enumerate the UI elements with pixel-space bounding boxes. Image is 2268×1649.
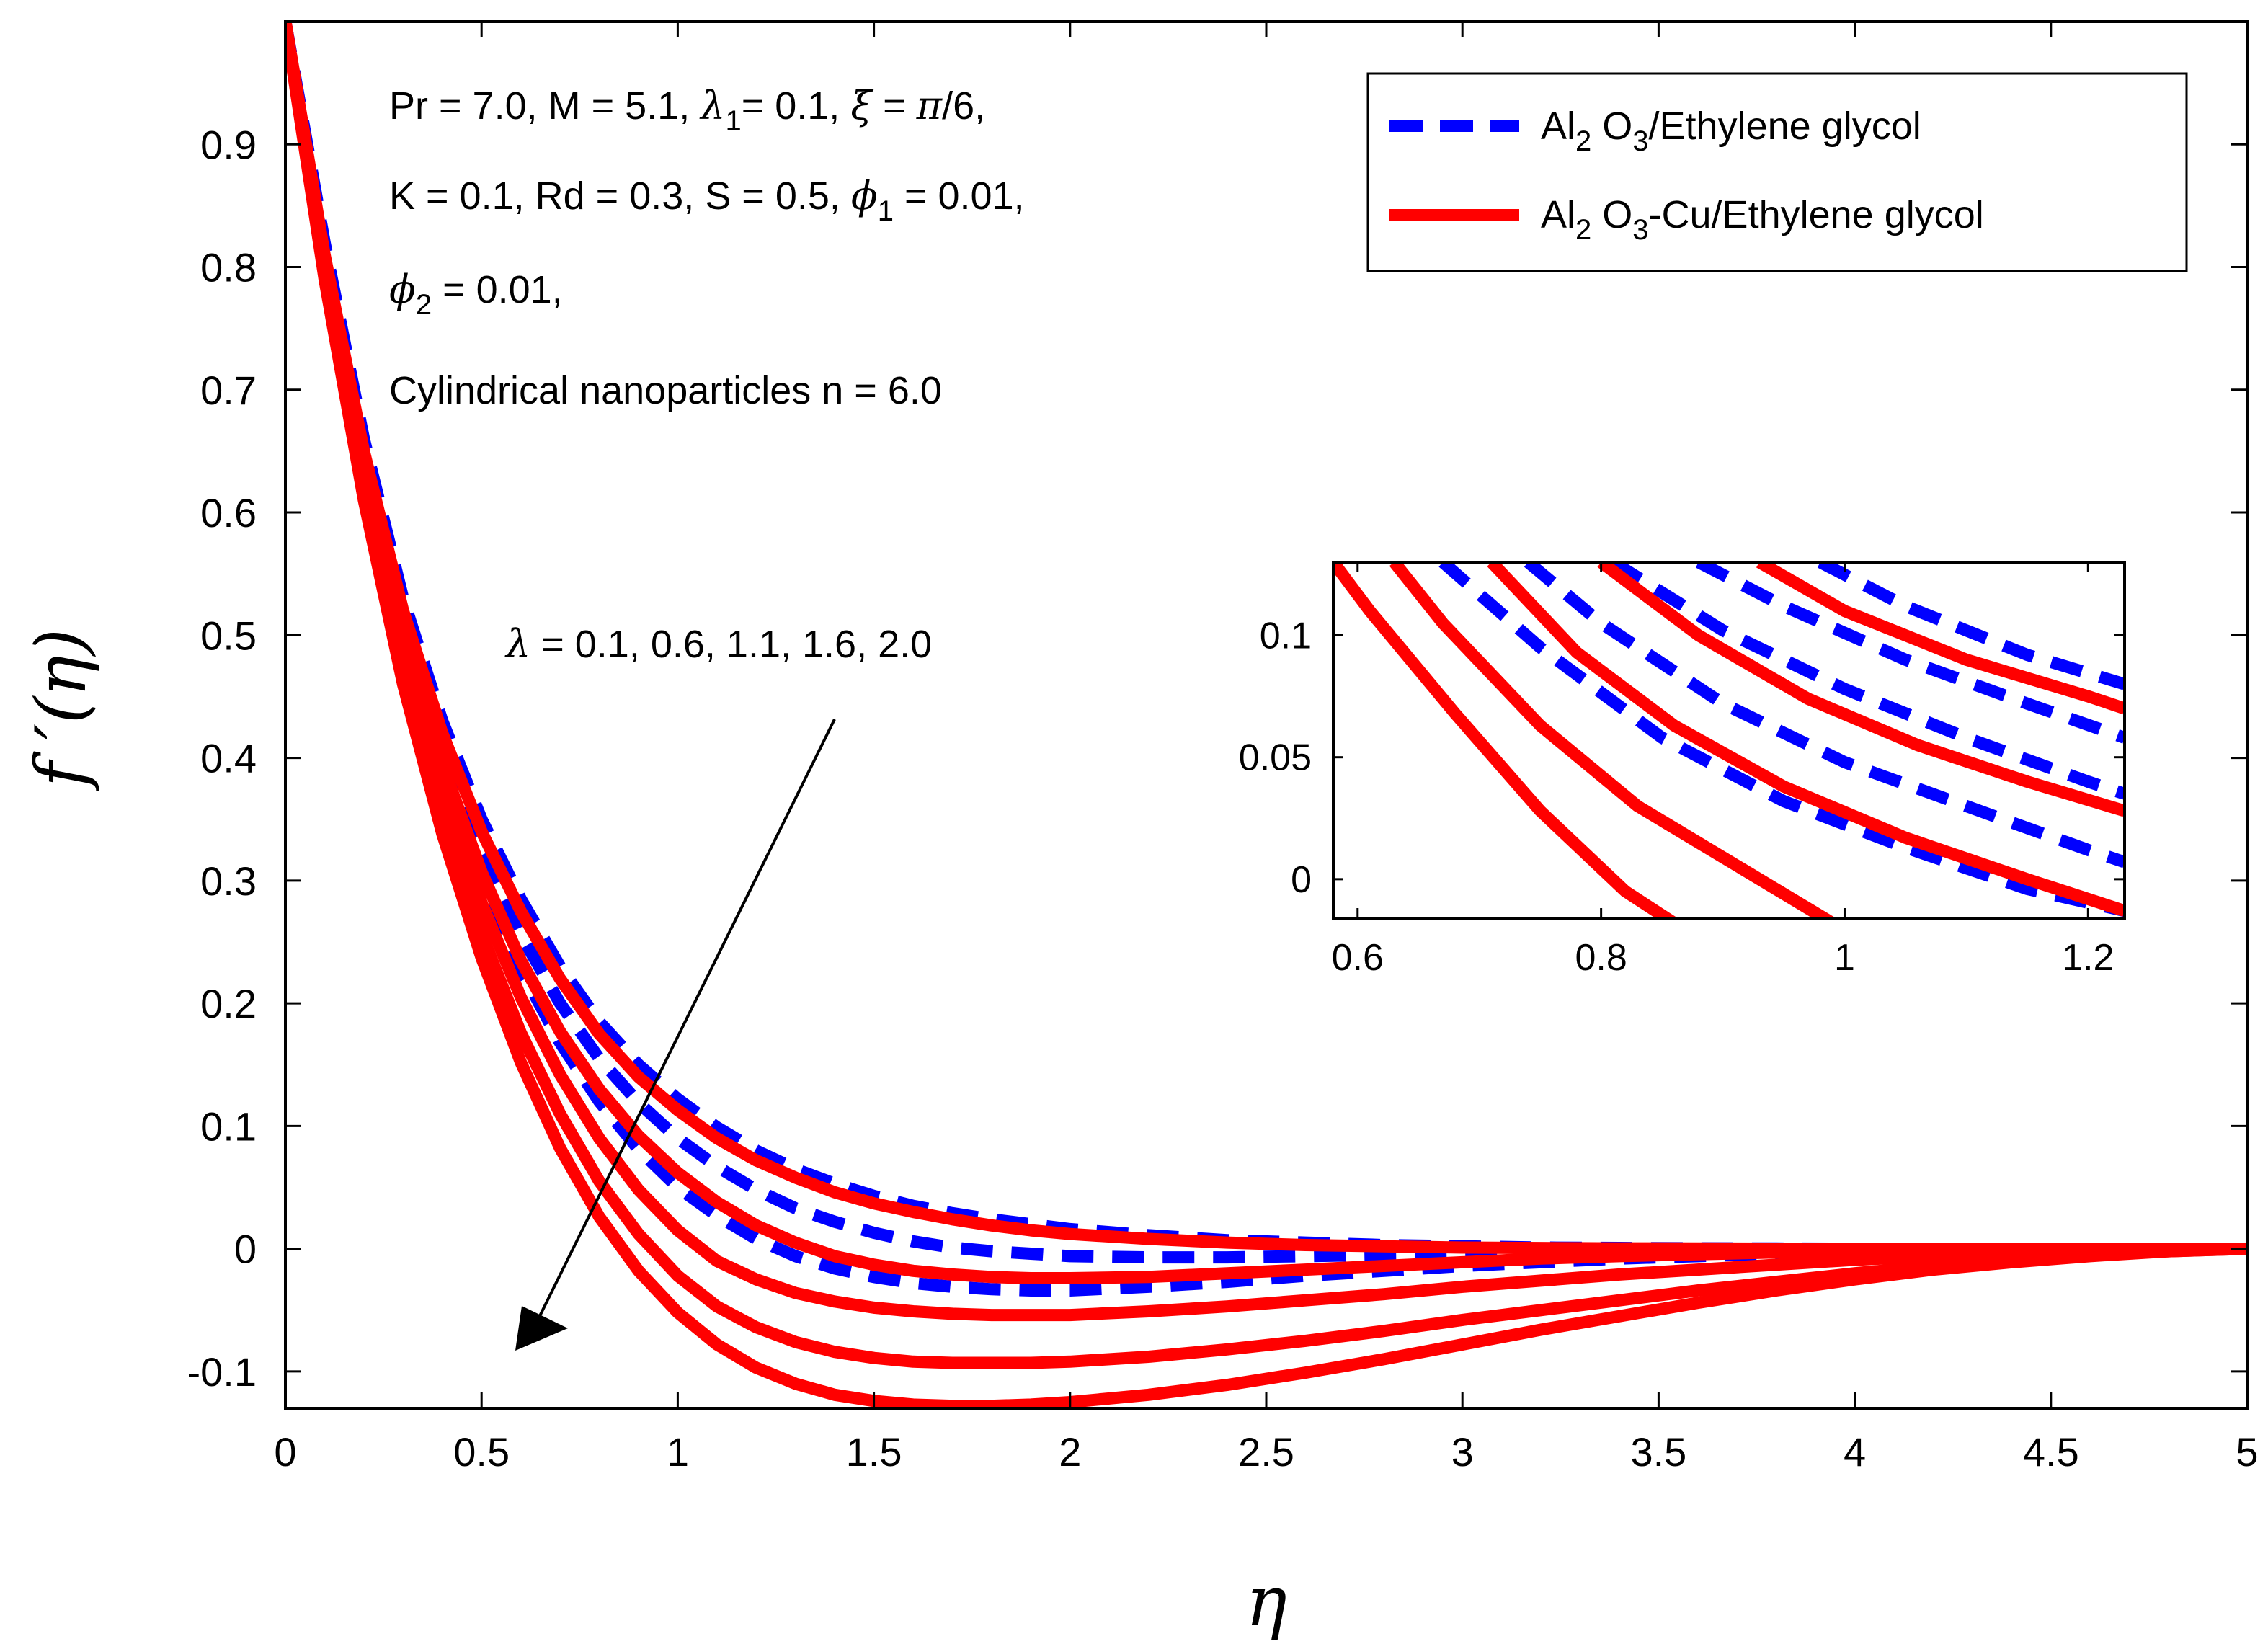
inset-series-7	[1487, 562, 2125, 917]
params-line-2b: = 0.01,	[894, 174, 1025, 218]
legend-2-rest: -Cu/Ethylene glycol	[1649, 193, 1984, 236]
legend-2-sub-2: 2	[1575, 214, 1591, 246]
main-y-tick-label-10: 0.9	[200, 122, 257, 167]
main-y-tick-label-3: 0.2	[200, 981, 257, 1026]
main-x-tick-label-0: 0	[274, 1429, 296, 1475]
main-series-4	[285, 22, 2247, 1284]
legend-box	[1366, 72, 2188, 272]
inset-series-5	[1333, 562, 1678, 918]
inset-series-group	[1333, 562, 2125, 918]
lambda-annotation-symbol: λ	[504, 621, 530, 667]
inset-x-ticks: 0.6 0.8 1 1.2	[1332, 562, 2114, 979]
legend-entry-al2o3-cu: Al2 O3-Cu/Ethylene glycol	[1541, 193, 1984, 246]
inset-series-1	[1524, 562, 2125, 868]
y-axis-label: f ′(η)	[21, 628, 102, 791]
params-line-2a: K = 0.1, Rd = 0.3, S = 0.5,	[389, 174, 851, 218]
main-x-tick-label-3: 1.5	[846, 1429, 902, 1475]
x-axis-label: η	[1245, 1561, 1287, 1642]
inset-y-tick-label-2: 0.1	[1260, 615, 1312, 657]
main-y-tick-label-5: 0.4	[200, 736, 257, 781]
legend-2-sub-3: 3	[1632, 214, 1648, 246]
inset-series-3	[1695, 562, 2125, 744]
legend-entry-al2o3: Al2 O3/Ethylene glycol	[1541, 105, 1921, 157]
main-x-tick-label-4: 2	[1059, 1429, 1081, 1475]
legend-1-al: Al	[1541, 105, 1575, 148]
main-x-tick-label-2: 1	[667, 1429, 689, 1475]
inset-series-4	[1817, 562, 2125, 690]
main-y-tick-label-9: 0.8	[200, 245, 257, 290]
main-x-tick-label-10: 5	[2236, 1429, 2258, 1475]
inset-series-9	[1756, 562, 2125, 715]
main-series-5	[285, 22, 2247, 1322]
phi1-subscript: 1	[878, 195, 894, 227]
legend-2-al: Al	[1541, 193, 1575, 236]
inset-y-tick-label-0: 0	[1291, 859, 1312, 901]
main-y-tick-label-0: -0.1	[187, 1349, 257, 1395]
phi2-symbol: ϕ	[389, 267, 416, 312]
main-y-ticks: -0.1 0 0.1 0.2 0.3 0.4 0.5 0.6 0.7 0.8 0.9	[187, 122, 2247, 1395]
legend-1-sub-3: 3	[1632, 125, 1648, 157]
lambda-annotation: λ = 0.1, 0.6, 1.1, 1.6, 2.0	[504, 621, 932, 667]
main-x-tick-label-6: 3	[1451, 1429, 1474, 1475]
inset-series-8	[1597, 562, 2125, 817]
params-line-1a: Pr = 7.0, M = 5.1,	[389, 84, 701, 128]
main-y-tick-label-1: 0	[234, 1227, 257, 1272]
main-y-tick-label-8: 0.7	[200, 368, 257, 413]
xi-symbol: ξ	[850, 83, 873, 128]
params-line-4: Cylindrical nanoparticles n = 6.0	[389, 369, 942, 412]
inset-x-tick-label-1: 0.8	[1575, 937, 1627, 979]
legend-2-o: O	[1591, 193, 1632, 236]
params-line-1c: =	[872, 84, 917, 128]
phi1-symbol: ϕ	[851, 173, 878, 218]
params-line-1: Pr = 7.0, M = 5.1, λ1= 0.1, ξ = π/6,	[389, 83, 985, 137]
params-line-3: ϕ2 = 0.01,	[389, 267, 563, 321]
inset-x-tick-label-0: 0.6	[1332, 937, 1384, 979]
lambda-annotation-values: = 0.1, 0.6, 1.1, 1.6, 2.0	[530, 623, 932, 666]
main-x-tick-label-5: 2.5	[1238, 1429, 1294, 1475]
inset-y-tick-label-1: 0.05	[1239, 737, 1312, 779]
inset-series-6	[1389, 562, 1836, 918]
inset-x-tick-label-2: 1	[1834, 937, 1855, 979]
legend-1-rest: /Ethylene glycol	[1649, 105, 1921, 148]
main-y-tick-label-6: 0.5	[200, 613, 257, 658]
params-line-2: K = 0.1, Rd = 0.3, S = 0.5, ϕ1 = 0.01,	[389, 173, 1025, 227]
pi-symbol: π	[916, 83, 943, 128]
main-series-7	[285, 22, 2247, 1408]
params-line-1d: /6,	[942, 84, 985, 128]
params-line-1b: = 0.1,	[742, 84, 851, 128]
phi2-subscript: 2	[416, 289, 432, 321]
main-x-tick-label-8: 4	[1844, 1429, 1866, 1475]
lambda-subscript: 1	[725, 105, 741, 137]
inset-axes-box	[1332, 561, 2126, 920]
main-x-tick-label-7: 3.5	[1630, 1429, 1686, 1475]
main-x-tick-label-9: 4.5	[2023, 1429, 2079, 1475]
main-y-tick-label-7: 0.6	[200, 490, 257, 535]
main-x-ticks: 0 0.5 1 1.5 2 2.5 3 3.5 4 4.5 5	[274, 22, 2259, 1475]
inset-series-0	[1438, 562, 2125, 917]
legend-1-sub-2: 2	[1575, 125, 1591, 157]
inset-x-tick-label-3: 1.2	[2062, 937, 2114, 979]
params-line-3b: = 0.01,	[432, 268, 563, 311]
inset-series-2	[1610, 562, 2125, 800]
legend-1-o: O	[1591, 105, 1632, 148]
main-series-group	[285, 22, 2247, 1408]
main-y-tick-label-2: 0.1	[200, 1103, 257, 1149]
main-x-tick-label-1: 0.5	[453, 1429, 510, 1475]
lambda-symbol: λ	[699, 83, 725, 128]
inset-y-ticks: 0 0.05 0.1	[1239, 615, 2125, 901]
main-y-tick-label-4: 0.3	[200, 858, 257, 904]
lambda-trend-arrow-head	[515, 1306, 568, 1351]
main-series-6	[285, 22, 2247, 1369]
lambda-trend-arrow-shaft	[533, 719, 836, 1327]
